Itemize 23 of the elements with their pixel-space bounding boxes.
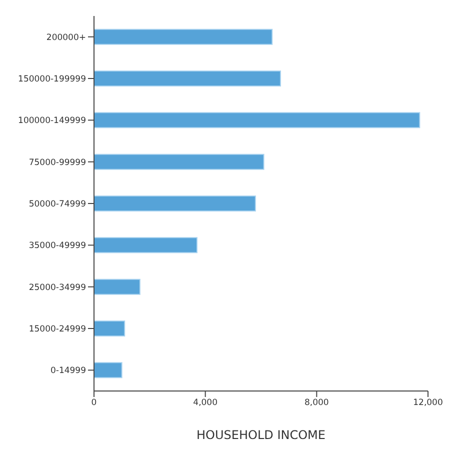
- y-tick-label: 0-14999: [50, 366, 86, 376]
- y-tick-label: 200000+: [46, 32, 86, 43]
- y-tick-label: 75000-99999: [28, 158, 86, 168]
- x-tick-label: 4,000: [193, 398, 218, 408]
- bar: [94, 70, 281, 86]
- x-tick-label: 8,000: [304, 398, 329, 408]
- bar: [94, 112, 420, 128]
- bar: [94, 362, 122, 378]
- x-tick-label: 0: [91, 398, 97, 408]
- y-tick-label: 25000-34999: [28, 282, 86, 293]
- x-axis-title: HOUSEHOLD INCOME: [196, 428, 326, 442]
- bar: [94, 196, 256, 212]
- x-tick-label: 12,000: [413, 398, 443, 408]
- bar: [94, 154, 264, 170]
- bar: [94, 237, 198, 254]
- bar: [94, 320, 126, 336]
- y-tick-label: 35000-49999: [28, 241, 86, 252]
- y-tick-label: 15000-24999: [28, 324, 86, 335]
- y-tick-label: 100000-149999: [18, 116, 86, 126]
- bar: [94, 28, 273, 45]
- y-tick-label: 50000-74999: [28, 200, 86, 210]
- y-tick-label: 150000-199999: [18, 74, 86, 85]
- bar: [94, 278, 140, 295]
